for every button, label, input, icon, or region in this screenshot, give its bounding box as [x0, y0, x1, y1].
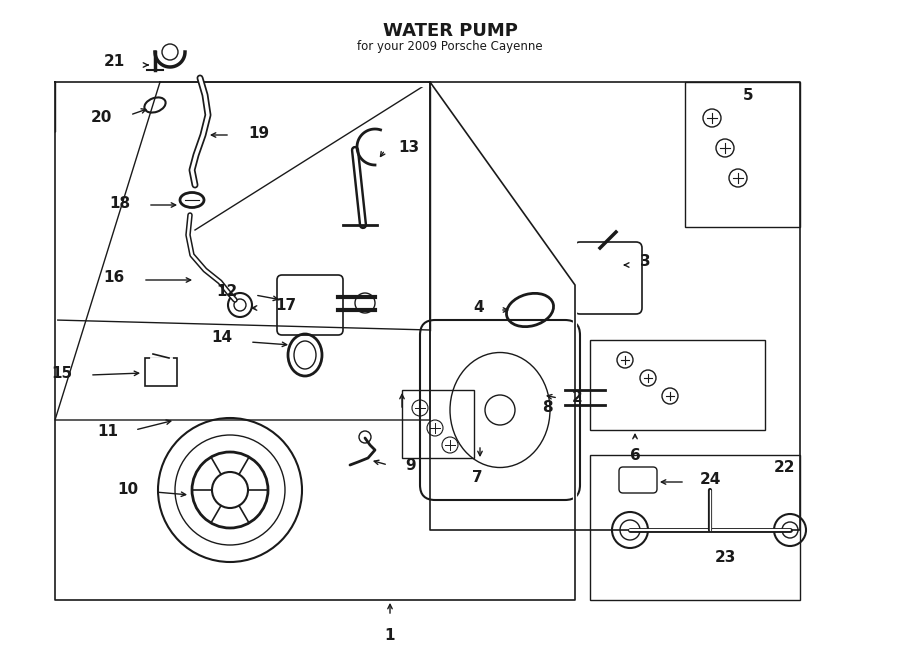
Bar: [145, 358, 177, 386]
Text: 7: 7: [472, 470, 482, 485]
Text: 2: 2: [572, 389, 583, 404]
Text: 14: 14: [211, 330, 232, 346]
Text: 18: 18: [109, 195, 130, 211]
Text: 10: 10: [117, 483, 138, 498]
Text: 16: 16: [104, 271, 125, 285]
Text: 24: 24: [700, 473, 722, 487]
Text: 1: 1: [385, 628, 395, 643]
Bar: [402, 390, 474, 458]
Bar: [590, 340, 765, 430]
Text: for your 2009 Porsche Cayenne: for your 2009 Porsche Cayenne: [357, 40, 543, 53]
Bar: [685, 82, 800, 227]
Text: WATER PUMP: WATER PUMP: [382, 22, 518, 40]
Text: 21: 21: [104, 54, 125, 70]
Text: 5: 5: [742, 88, 753, 103]
Text: 6: 6: [630, 448, 641, 463]
Text: 15: 15: [51, 365, 72, 381]
Text: 3: 3: [640, 254, 651, 269]
Text: 17: 17: [275, 299, 296, 314]
Text: 9: 9: [405, 457, 416, 473]
Text: 22: 22: [773, 460, 795, 475]
Text: 23: 23: [715, 550, 736, 565]
Text: 19: 19: [248, 126, 269, 140]
Text: 11: 11: [97, 424, 118, 440]
Bar: [590, 455, 800, 600]
Text: 13: 13: [398, 140, 419, 154]
Text: 8: 8: [542, 401, 553, 416]
Text: 4: 4: [473, 301, 484, 316]
Text: 12: 12: [217, 285, 238, 299]
Text: 20: 20: [91, 111, 112, 126]
